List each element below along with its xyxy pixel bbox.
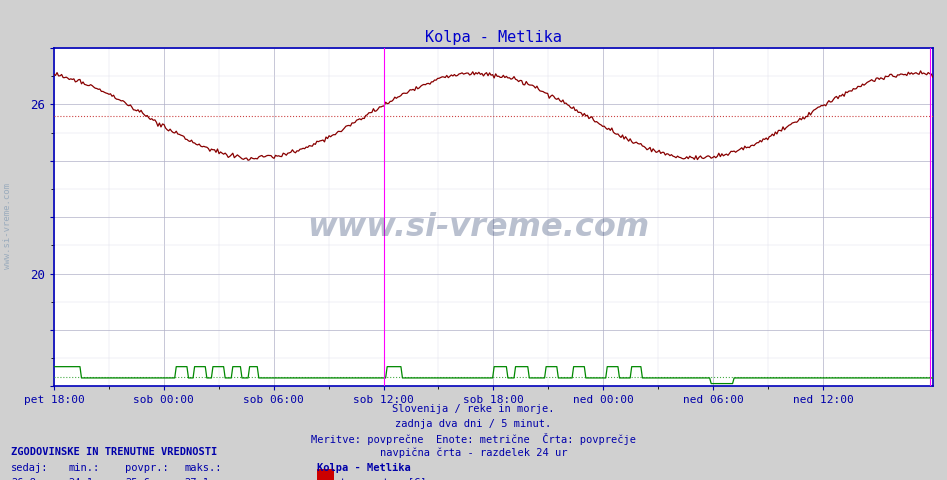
- Text: temperatura[C]: temperatura[C]: [339, 478, 426, 480]
- Text: Kolpa - Metlika: Kolpa - Metlika: [317, 463, 411, 473]
- Text: 24,1: 24,1: [68, 478, 93, 480]
- Text: povpr.:: povpr.:: [125, 463, 169, 473]
- Text: www.si-vreme.com: www.si-vreme.com: [307, 213, 650, 243]
- Text: 26,8: 26,8: [11, 478, 36, 480]
- Text: 25,6: 25,6: [125, 478, 150, 480]
- Title: Kolpa - Metlika: Kolpa - Metlika: [425, 30, 562, 46]
- Text: 27,1: 27,1: [185, 478, 209, 480]
- Text: sedaj:: sedaj:: [11, 463, 49, 473]
- Text: min.:: min.:: [68, 463, 99, 473]
- Text: maks.:: maks.:: [185, 463, 223, 473]
- Text: Meritve: povprečne  Enote: metrične  Črta: povprečje: Meritve: povprečne Enote: metrične Črta:…: [311, 433, 636, 445]
- Text: navpična črta - razdelek 24 ur: navpična črta - razdelek 24 ur: [380, 447, 567, 458]
- Text: Slovenija / reke in morje.: Slovenija / reke in morje.: [392, 404, 555, 414]
- Text: www.si-vreme.com: www.si-vreme.com: [3, 182, 12, 269]
- Text: ZGODOVINSKE IN TRENUTNE VREDNOSTI: ZGODOVINSKE IN TRENUTNE VREDNOSTI: [11, 447, 218, 457]
- Text: zadnja dva dni / 5 minut.: zadnja dva dni / 5 minut.: [396, 419, 551, 429]
